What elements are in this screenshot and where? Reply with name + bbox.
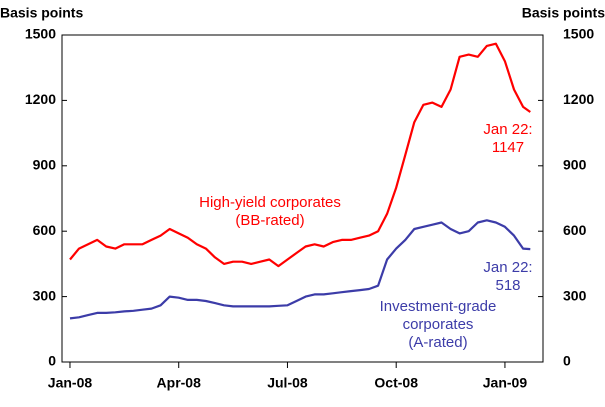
y2-tick-label: 300 [563, 287, 587, 303]
y-tick-label: 900 [33, 157, 57, 173]
x-tick-label: Jul-08 [267, 375, 308, 391]
x-tick-label: Oct-08 [374, 375, 418, 391]
y-tick-label: 300 [33, 287, 57, 303]
y2-tick-label: 0 [563, 353, 571, 369]
annotation: corporates [403, 316, 474, 333]
y2-tick-label: 600 [563, 222, 587, 238]
series-line [69, 42, 531, 268]
end-value-label: 1147 [492, 139, 524, 156]
series-line [69, 219, 531, 320]
y-tick-label: 0 [48, 353, 56, 369]
annotation: Jan 22: [483, 259, 532, 276]
annotation: (BB-rated) [235, 212, 304, 229]
y2-tick-label: 1500 [563, 26, 594, 42]
annotation: Investment-grade [380, 298, 497, 315]
end-value-label: 518 [495, 277, 520, 294]
y2-tick-label: 1200 [563, 91, 594, 107]
annotation: Jan 22: [483, 121, 532, 138]
y-tick-label: 600 [33, 222, 57, 238]
y2-axis-label: Basis points [522, 5, 605, 21]
y-axis-label: Basis points [0, 5, 83, 21]
plot-frame [61, 34, 544, 363]
y-tick-label: 1200 [25, 91, 56, 107]
annotation: (A-rated) [408, 334, 467, 351]
x-tick-label: Jan-09 [483, 375, 528, 391]
x-tick-label: Apr-08 [157, 375, 202, 391]
x-tick-label: Jan-08 [48, 375, 93, 391]
y2-tick-label: 900 [563, 157, 587, 173]
annotation: High-yield corporates [199, 194, 341, 211]
y-tick-label: 1500 [25, 26, 56, 42]
